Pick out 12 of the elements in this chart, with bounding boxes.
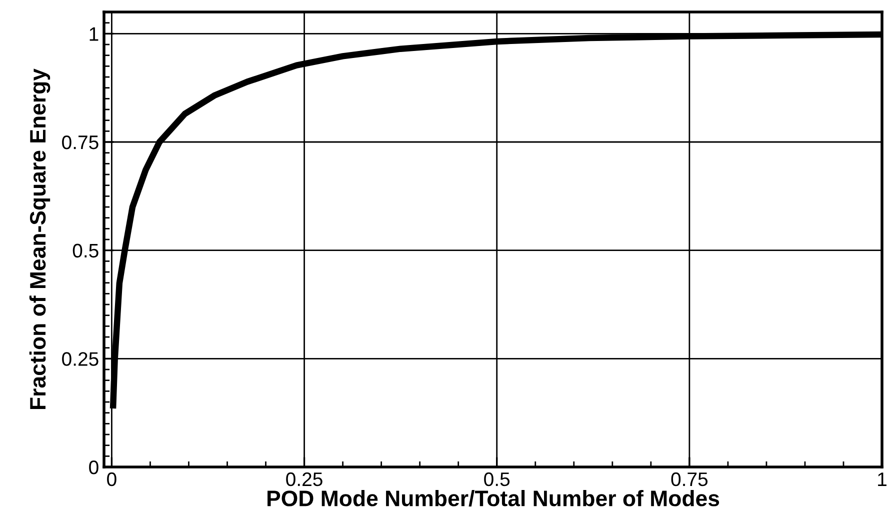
y-tick-label: 0.75 [62, 135, 98, 150]
x-axis-title: POD Mode Number/Total Number of Modes [268, 490, 720, 507]
x-tick-label: 0 [107, 472, 116, 486]
y-tick-label: 0.25 [62, 352, 98, 366]
x-tick-label: 0.25 [286, 472, 322, 486]
x-tick-label: 0.75 [671, 472, 708, 486]
x-tick-label: 1 [878, 472, 886, 486]
y-axis-title: Fraction of Mean-Square Energy [29, 68, 50, 410]
y-tick-label: 0.5 [72, 244, 98, 258]
y-tick-label: 0 [89, 460, 98, 474]
x-tick-label: 0.5 [484, 472, 510, 486]
y-tick-label: 1 [90, 27, 98, 41]
